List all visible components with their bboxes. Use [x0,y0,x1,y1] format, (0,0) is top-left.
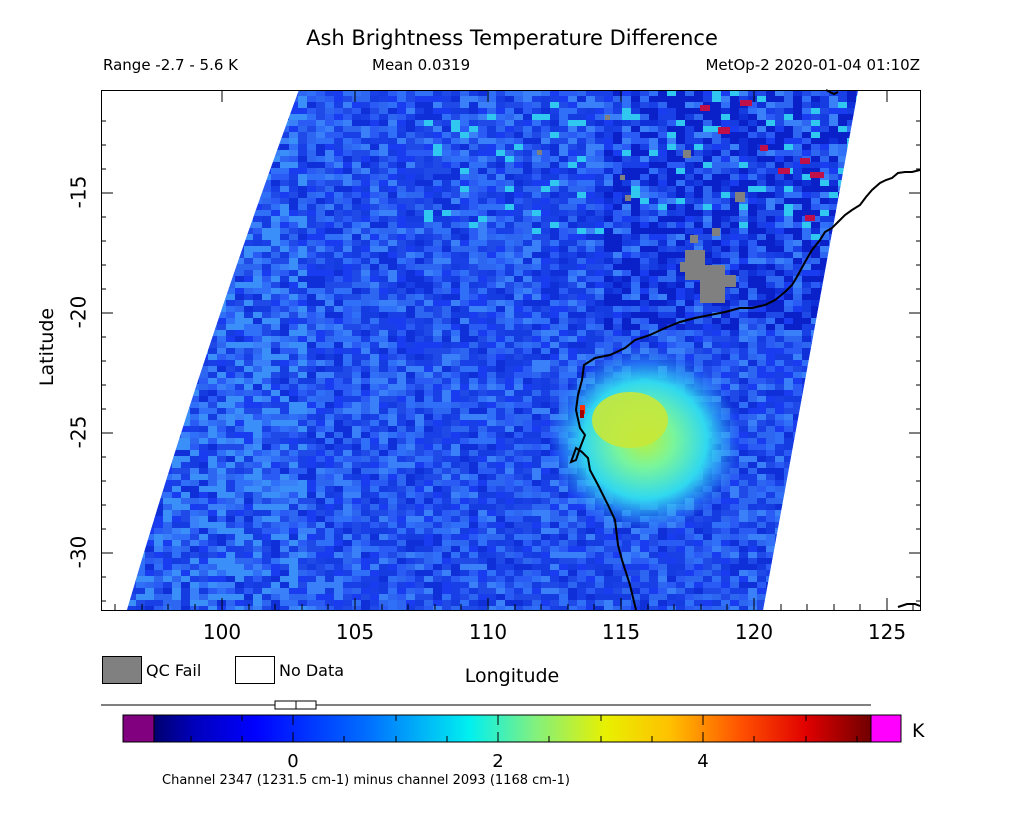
plot-frame [101,90,921,611]
lon-tick-label: 100 [202,620,242,644]
colorbar-tick-label: 2 [492,751,504,772]
lon-tick-label: 105 [335,620,375,644]
lat-tick-label: -30 [66,535,91,569]
range-text: Range -2.7 - 5.6 K [103,56,238,74]
colorbar-gradient [153,714,872,743]
colorbar-above-range [870,714,902,743]
qc-fail-pixels [537,115,745,303]
y-axis-label: Latitude [36,307,59,387]
coastline [569,169,921,611]
no-data-label: No Data [279,661,345,680]
lon-tick-label: 120 [734,620,774,644]
colorbar [122,714,902,743]
mean-text: Mean 0.0319 [372,56,471,74]
lon-tick-label: 115 [601,620,641,644]
lat-tick-label: -20 [66,295,91,329]
x-axis-label: Longitude [464,665,560,687]
channel-footnote: Channel 2347 (1231.5 cm-1) minus channel… [162,773,570,788]
no-data-swatch [235,656,275,684]
colorbar-tick-label: 0 [287,751,299,772]
colorbar-below-range [122,714,155,743]
lat-tick-label: -15 [66,175,91,209]
lon-tick-label: 125 [867,620,907,644]
colorbar-range-slider[interactable] [101,700,871,710]
lat-tick-label: -25 [66,415,91,449]
colorbar-tick-label: 4 [697,751,709,772]
qc-fail-swatch [102,656,142,684]
satellite-time-text: MetOp-2 2020-01-04 01:10Z [705,56,920,74]
plot-title: Ash Brightness Temperature Difference [306,26,718,50]
lon-tick-label: 110 [468,620,508,644]
data-swath [127,90,858,610]
colorbar-unit: K [912,720,925,742]
qc-fail-label: QC Fail [146,661,202,680]
